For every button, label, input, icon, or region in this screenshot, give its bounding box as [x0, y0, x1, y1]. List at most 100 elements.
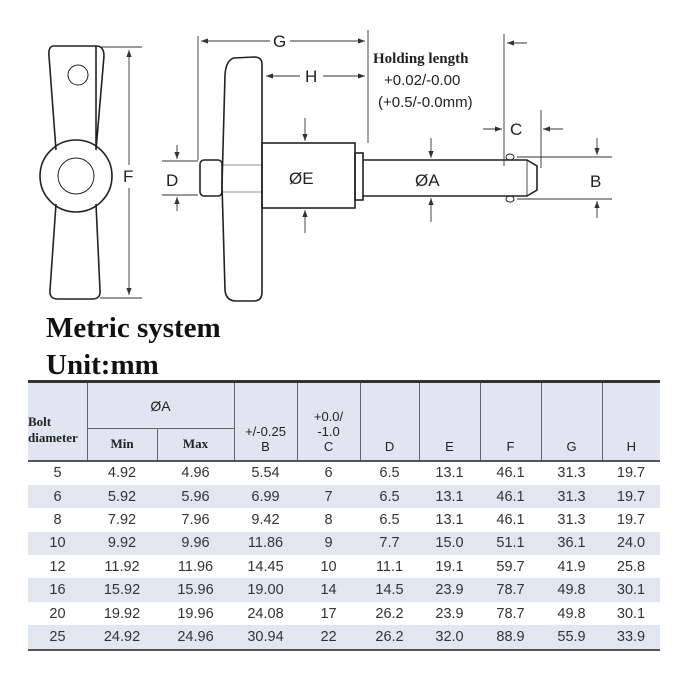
header-g: G [541, 381, 603, 461]
cell-f: 46.1 [496, 488, 525, 505]
table-row: 5 4.92 4.96 5.54 6 6.5 13.1 46.1 31.3 19.7 [28, 461, 660, 485]
cell-c: 14 [320, 582, 337, 599]
cell-a-min: 5.92 [107, 488, 137, 505]
cell-c: 22 [320, 628, 337, 645]
metric-dimensions-table: Bolt diameter ØA +/-0.25 B +0.0/ -1.0 C … [28, 380, 661, 651]
cell-h: 33.9 [616, 628, 646, 645]
cell-e: 32.0 [435, 628, 464, 645]
cell-h: 25.8 [616, 558, 646, 575]
cell-h: 30.1 [616, 582, 646, 599]
cell-a-min: 4.92 [107, 465, 137, 482]
header-b-label: B [261, 438, 270, 454]
cell-g: 41.9 [557, 558, 586, 575]
dim-label-f: F [123, 167, 133, 186]
header-a: ØA [87, 381, 235, 429]
header-f: F [480, 381, 542, 461]
cell-c: 7 [324, 488, 333, 505]
cell-g: 36.1 [557, 535, 586, 552]
cell-g: 49.8 [557, 605, 586, 622]
cell-b: 14.45 [247, 558, 284, 575]
t-handle-pin-drawing: F G H D ØE ØA C [39, 30, 612, 302]
cell-a-max: 4.96 [181, 465, 210, 482]
cell-e: 19.1 [435, 558, 464, 575]
table-row: 6 5.92 5.96 6.99 7 6.5 13.1 46.1 31.3 19.7 [28, 484, 661, 509]
dim-label-a: ØA [415, 171, 440, 190]
cell-a-min: 7.92 [107, 511, 137, 528]
table-row: 20 19.92 19.96 24.08 17 26.2 23.9 78.7 49.8 30.1 [28, 602, 660, 625]
cell-c: 6 [324, 465, 333, 482]
cell-e: 13.1 [435, 511, 464, 528]
cell-bolt-diameter: 5 [53, 465, 62, 482]
unit-heading: Unit:mm [46, 349, 159, 381]
header-e: E [419, 381, 481, 461]
holding-length-tolerance-in: +0.02/-0.00 [384, 72, 460, 89]
side-view [199, 56, 538, 302]
cell-a-min: 11.92 [104, 558, 140, 575]
cell-bolt-diameter: 6 [53, 488, 62, 505]
header-b: +/-0.25 B [234, 381, 298, 461]
cell-g: 55.9 [557, 628, 586, 645]
cell-e: 13.1 [435, 488, 464, 505]
dim-label-e: ØE [289, 169, 314, 188]
table-row: 8 7.92 7.96 9.42 8 6.5 13.1 46.1 31.3 19.7 [28, 508, 660, 531]
cell-bolt-diameter: 16 [49, 582, 66, 599]
cell-a-max: 15.96 [177, 582, 214, 599]
cell-d: 6.5 [379, 511, 400, 528]
cell-bolt-diameter: 10 [49, 535, 66, 552]
cell-c: 17 [320, 605, 337, 622]
cell-b: 11.86 [247, 535, 284, 552]
header-c: +0.0/ -1.0 C [297, 381, 361, 461]
table-row: 16 15.92 15.96 19.00 14 14.5 23.9 78.7 49.8 30.1 [28, 578, 661, 602]
front-view [39, 45, 113, 300]
cell-f: 78.7 [496, 582, 525, 599]
cell-a-min: 15.92 [103, 582, 141, 599]
table-row: 25 24.92 24.96 30.94 22 26.2 32.0 88.9 55.9 33.9 [28, 625, 661, 650]
cell-bolt-diameter: 20 [49, 605, 66, 622]
cell-h: 30.1 [616, 605, 646, 622]
cell-e: 13.1 [435, 465, 464, 482]
cell-a-max: 19.96 [177, 605, 214, 622]
cell-c: 9 [324, 535, 333, 552]
cell-d: 14.5 [375, 582, 404, 599]
cell-f: 51.1 [496, 535, 525, 552]
cell-e: 23.9 [435, 605, 464, 622]
cell-d: 6.5 [379, 488, 400, 505]
cell-b: 9.42 [251, 511, 280, 528]
header-a-min: Min [87, 428, 158, 461]
holding-length-title: Holding length [373, 51, 469, 67]
cell-g: 31.3 [557, 511, 586, 528]
table-row: 12 11.92 11.96 14.45 10 11.1 19.1 59.7 41.9 25.8 [28, 555, 660, 578]
cell-d: 26.2 [375, 628, 404, 645]
cell-c: 10 [320, 558, 337, 575]
cell-a-max: 7.96 [181, 511, 210, 528]
cell-f: 88.9 [496, 628, 525, 645]
header-bolt-diameter: Bolt diameter [28, 381, 88, 461]
dim-label-d: D [166, 171, 178, 190]
cell-d: 7.7 [379, 535, 400, 552]
header-a-max: Max [157, 428, 235, 461]
cell-a-max: 24.96 [177, 628, 214, 645]
cell-bolt-diameter: 12 [49, 558, 66, 575]
header-b-tolerance: +/-0.25 [245, 423, 286, 439]
header-h: H [626, 438, 636, 454]
system-heading: Metric system [46, 312, 221, 344]
holding-length-tolerance-mm: (+0.5/-0.0mm) [378, 94, 473, 111]
dim-label-b: B [590, 172, 601, 191]
cell-f: 46.1 [496, 465, 525, 482]
cell-b: 30.94 [247, 628, 284, 645]
dim-label-h: H [305, 67, 317, 86]
dim-label-g: G [273, 32, 286, 51]
cell-a-max: 11.96 [177, 558, 214, 575]
cell-a-max: 5.96 [181, 488, 210, 505]
cell-b: 24.08 [247, 605, 284, 622]
cell-e: 23.9 [435, 582, 464, 599]
cell-h: 19.7 [616, 488, 646, 505]
cell-h: 24.0 [616, 535, 646, 552]
cell-a-max: 9.96 [181, 535, 210, 552]
cell-f: 46.1 [496, 511, 525, 528]
cell-g: 31.3 [557, 488, 586, 505]
cell-h: 19.7 [616, 511, 646, 528]
cell-b: 6.99 [251, 488, 280, 505]
cell-bolt-diameter: 25 [49, 628, 66, 645]
cell-a-min: 19.92 [103, 605, 141, 622]
